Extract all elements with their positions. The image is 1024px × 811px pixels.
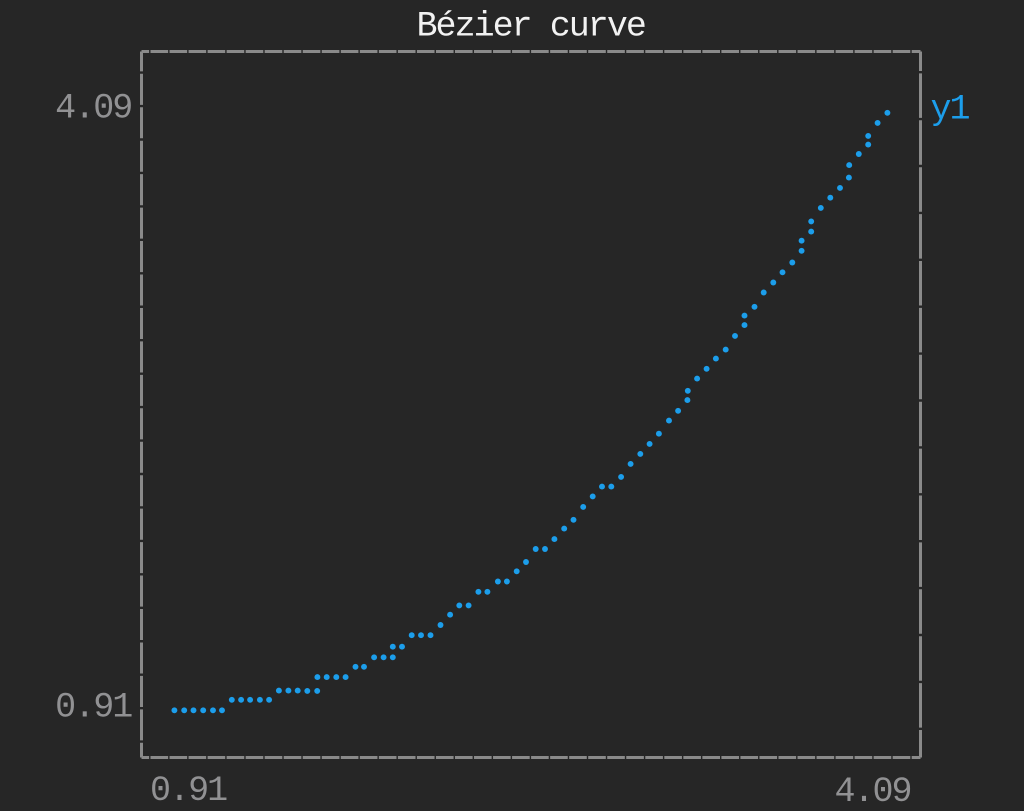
svg-text:4.09: 4.09 xyxy=(834,772,910,811)
svg-text:4.09: 4.09 xyxy=(55,89,131,129)
svg-text:Bézier curve: Bézier curve xyxy=(417,7,645,47)
svg-text:0.91: 0.91 xyxy=(55,688,132,728)
svg-text:0.91: 0.91 xyxy=(150,771,227,811)
svg-text:y1: y1 xyxy=(931,90,970,130)
